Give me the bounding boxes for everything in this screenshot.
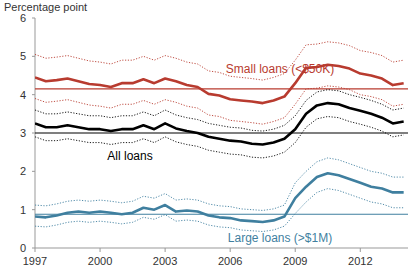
series-label: All loans bbox=[107, 149, 152, 163]
band-line bbox=[35, 86, 404, 124]
y-tick-label: 0 bbox=[20, 242, 26, 254]
y-tick bbox=[32, 94, 35, 95]
band-line bbox=[35, 117, 404, 158]
series-line bbox=[35, 173, 404, 222]
band-line bbox=[35, 189, 404, 232]
series-label: Large loans (>$1M) bbox=[228, 231, 332, 245]
band-line bbox=[35, 42, 404, 80]
x-tick bbox=[360, 248, 361, 252]
y-tick bbox=[32, 56, 35, 57]
y-tick-label: 2 bbox=[20, 165, 26, 177]
x-tick-label: 2006 bbox=[218, 255, 242, 267]
x-tick-label: 2012 bbox=[348, 255, 372, 267]
x-tick bbox=[295, 248, 296, 252]
y-tick bbox=[32, 133, 35, 134]
series-line bbox=[35, 103, 404, 144]
band-line bbox=[35, 158, 404, 211]
x-tick bbox=[100, 248, 101, 252]
x-tick-label: 2009 bbox=[283, 255, 307, 267]
y-tick-label: 3 bbox=[20, 127, 26, 139]
x-tick bbox=[165, 248, 166, 252]
background bbox=[0, 0, 420, 280]
x-tick bbox=[230, 248, 231, 252]
y-tick-label: 5 bbox=[20, 50, 26, 62]
x-tick bbox=[35, 248, 36, 252]
y-tick bbox=[32, 209, 35, 210]
x-axis-line bbox=[35, 248, 408, 249]
x-tick-label: 2000 bbox=[88, 255, 112, 267]
y-axis-label: Percentage point bbox=[4, 1, 87, 13]
series-label: Small loans (<$50K) bbox=[226, 62, 334, 76]
series-line bbox=[35, 65, 404, 103]
band-line bbox=[35, 90, 404, 131]
y-tick-label: 6 bbox=[20, 12, 26, 24]
chart: Percentage point 0 1 2 3 4 5 6 1997 2000 2003 2006 2… bbox=[0, 0, 420, 280]
x-tick-label: 2003 bbox=[153, 255, 177, 267]
plot-area bbox=[35, 42, 408, 232]
reference-line bbox=[35, 88, 408, 89]
y-tick-label: 1 bbox=[20, 204, 26, 216]
y-tick bbox=[32, 171, 35, 172]
y-tick bbox=[32, 18, 35, 19]
y-tick-label: 4 bbox=[20, 89, 26, 101]
reference-line bbox=[35, 132, 408, 133]
x-tick-label: 1997 bbox=[23, 255, 47, 267]
